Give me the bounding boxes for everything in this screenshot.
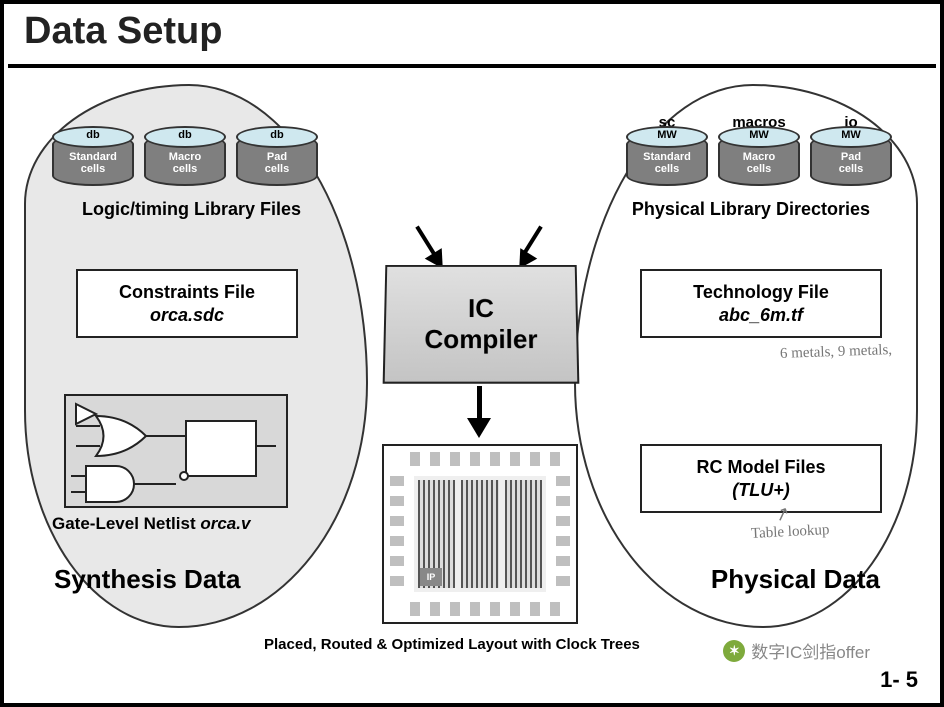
chip-pad-icon (390, 516, 404, 526)
ic-compiler-box: ICCompiler (383, 265, 580, 384)
ip-block: IP (420, 568, 442, 586)
db-body-label: Padcells (839, 151, 863, 175)
db-macro-cells-icon: db Macrocells (144, 134, 226, 186)
chip-core-col: IP (418, 480, 455, 588)
chip-core: IP (414, 476, 546, 592)
slide-title: Data Setup (24, 10, 222, 53)
logic-library-label: Logic/timing Library Files (82, 199, 301, 220)
wechat-icon: ✶ (723, 640, 745, 662)
arrow-down-head-icon (467, 418, 491, 438)
ic-compiler-label: ICCompiler (424, 293, 538, 355)
chip-pad-icon (430, 602, 440, 616)
rc-model-filename: (TLU+) (656, 479, 866, 502)
db-lid-label: db (146, 129, 224, 141)
chip-core-col (461, 480, 498, 588)
technology-title: Technology File (656, 281, 866, 304)
chip-pad-icon (450, 602, 460, 616)
db-cell: io MW Padcells (810, 114, 892, 186)
netlist-label-text: Gate-Level Netlist (52, 514, 200, 533)
chip-pad-icon (410, 602, 420, 616)
arrow-down-stem (477, 386, 482, 420)
synthesis-data-title: Synthesis Data (54, 564, 240, 595)
watermark-text: 数字IC剑指offer (751, 638, 870, 663)
db-lid-label: MW (720, 129, 798, 141)
technology-filebox: Technology File abc_6m.tf (640, 269, 882, 338)
db-cell: db Padcells (236, 114, 318, 186)
db-lid-label: MW (628, 129, 706, 141)
logic-library-db-row: db Standardcells db Macrocells db Padcel… (52, 114, 318, 186)
db-body-label: Padcells (265, 151, 289, 175)
chip-pad-icon (550, 602, 560, 616)
db-lid-label: db (238, 129, 316, 141)
chip-pad-icon (470, 452, 480, 466)
db-lid-label: db (54, 129, 132, 141)
db-pad-cells-icon: db Padcells (236, 134, 318, 186)
chip-pad-icon (390, 476, 404, 486)
chip-pad-icon (470, 602, 480, 616)
db-body-label: Macrocells (743, 151, 775, 175)
physical-library-label: Physical Library Directories (632, 199, 870, 220)
title-rule (8, 64, 936, 68)
netlist-label: Gate-Level Netlist orca.v (52, 514, 250, 534)
db-mw-pad-cells-icon: MW Padcells (810, 134, 892, 186)
db-standard-cells-icon: db Standardcells (52, 134, 134, 186)
chip-pad-icon (556, 496, 570, 506)
db-body-label: Standardcells (643, 151, 691, 175)
chip-pad-icon (490, 452, 500, 466)
constraints-filename: orca.sdc (92, 304, 282, 327)
watermark: ✶ 数字IC剑指offer (723, 638, 870, 663)
db-lid-label: MW (812, 129, 890, 141)
chip-pad-icon (390, 576, 404, 586)
db-mw-standard-cells-icon: MW Standardcells (626, 134, 708, 186)
chip-pad-icon (450, 452, 460, 466)
constraints-title: Constraints File (92, 281, 282, 304)
chip-pad-icon (556, 516, 570, 526)
layout-caption: Placed, Routed & Optimized Layout with C… (264, 636, 640, 653)
chip-pad-icon (530, 452, 540, 466)
technology-filename: abc_6m.tf (656, 304, 866, 327)
layout-chip-box: IP (382, 444, 578, 624)
chip-pad-icon (510, 452, 520, 466)
gate-schematic-icon (66, 396, 286, 506)
chip-pad-icon (556, 556, 570, 566)
chip-inner: IP (390, 452, 570, 616)
chip-pad-icon (490, 602, 500, 616)
constraints-filebox: Constraints File orca.sdc (76, 269, 298, 338)
chip-pad-icon (556, 476, 570, 486)
chip-pad-icon (390, 536, 404, 546)
chip-pad-icon (556, 576, 570, 586)
db-cell: macros MW Macrocells (718, 114, 800, 186)
page-number: 1- 5 (880, 667, 918, 693)
chip-pad-icon (390, 496, 404, 506)
chip-pad-icon (550, 452, 560, 466)
slide-stage: Data Setup db Standardcells db Macrocell… (0, 0, 944, 707)
rc-model-filebox: RC Model Files (TLU+) (640, 444, 882, 513)
chip-pad-icon (530, 602, 540, 616)
rc-model-title: RC Model Files (656, 456, 866, 479)
db-body-label: Standardcells (69, 151, 117, 175)
chip-pad-icon (410, 452, 420, 466)
db-body-label: Macrocells (169, 151, 201, 175)
db-cell: db Macrocells (144, 114, 226, 186)
gate-schematic-box (64, 394, 288, 508)
netlist-label-filename: orca.v (200, 514, 250, 533)
chip-pad-icon (390, 556, 404, 566)
db-cell: db Standardcells (52, 114, 134, 186)
chip-pad-icon (556, 536, 570, 546)
chip-core-col (505, 480, 542, 588)
physical-library-db-row: sc MW Standardcells macros MW Macrocells… (626, 114, 892, 186)
db-cell: sc MW Standardcells (626, 114, 708, 186)
db-mw-macro-cells-icon: MW Macrocells (718, 134, 800, 186)
chip-pad-icon (430, 452, 440, 466)
chip-pad-icon (510, 602, 520, 616)
physical-data-title: Physical Data (711, 564, 880, 595)
